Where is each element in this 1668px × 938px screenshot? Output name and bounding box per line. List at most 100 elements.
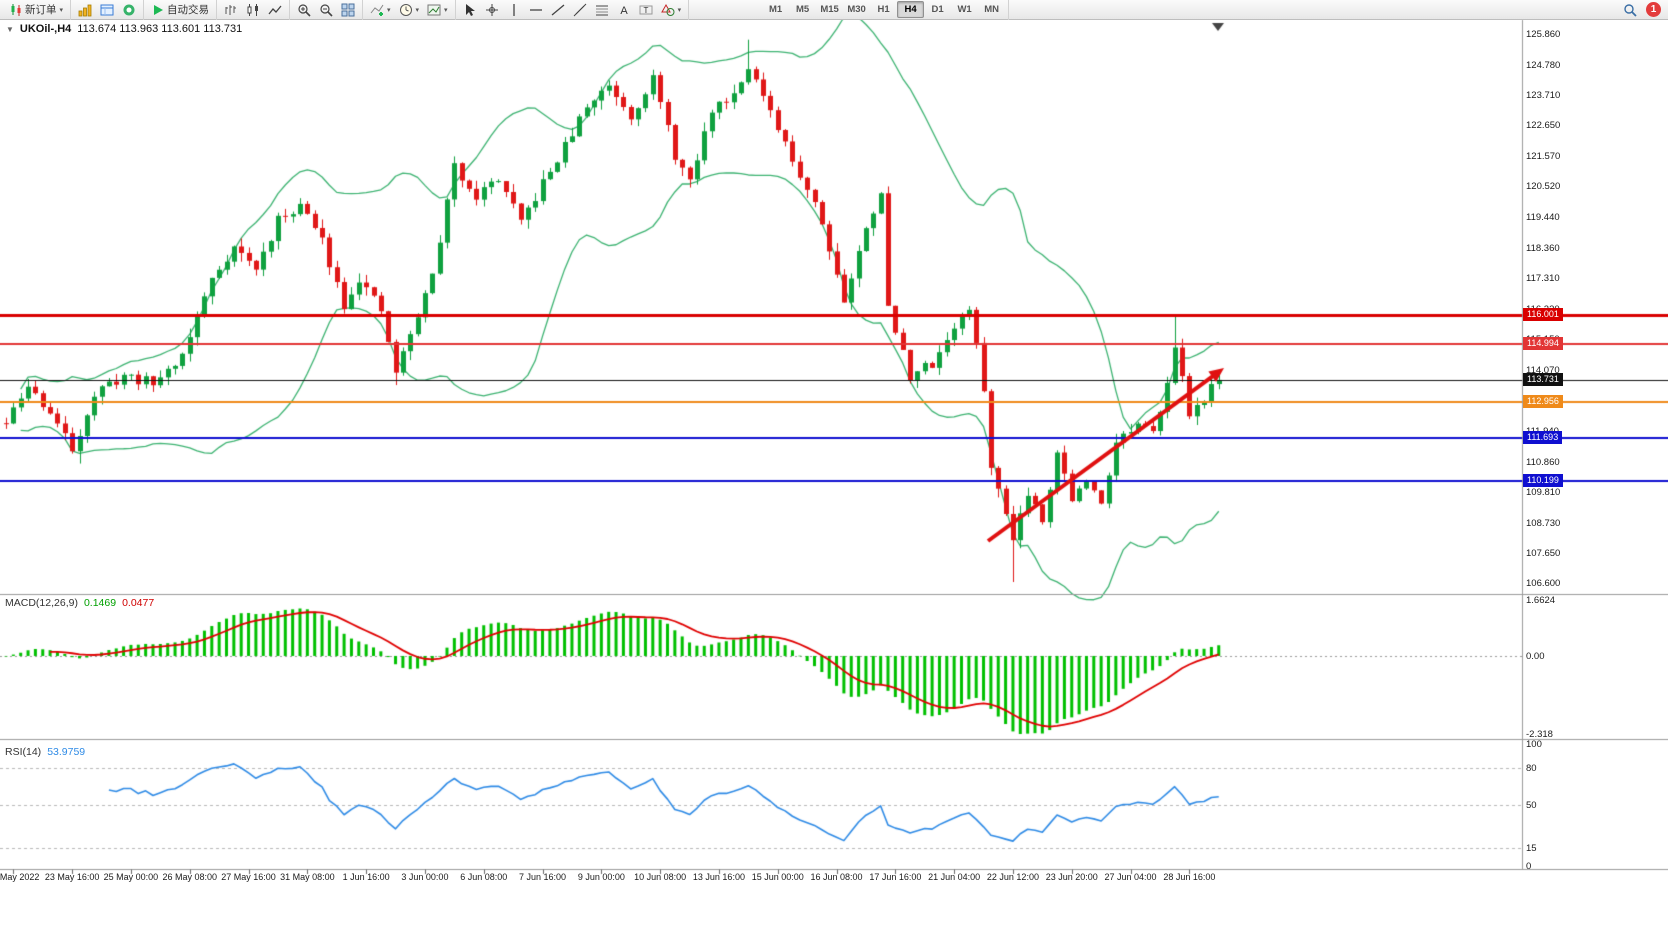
timeframe-m1-button[interactable]: M1 (762, 1, 789, 18)
time-axis-label: 23 May 16:00 (44, 872, 100, 882)
time-axis-label: 23 Jun 20:00 (1045, 872, 1098, 882)
timeframe-m15-button[interactable]: M15 (816, 1, 843, 18)
text-label-icon: T (639, 3, 653, 17)
time-axis-label: 22 Jun 12:00 (986, 872, 1039, 882)
rsi-axis-label: 0 (1526, 861, 1532, 872)
crosshair-button[interactable] (481, 1, 503, 19)
new-order-button[interactable]: 新订单 ▾ (5, 1, 67, 19)
price-axis-label: 125.860 (1526, 28, 1561, 40)
notification-badge[interactable]: 1 (1646, 2, 1661, 17)
line-chart-icon (268, 3, 282, 17)
collapse-arrow-icon[interactable]: ▼ (6, 24, 14, 34)
timeframe-w1-button[interactable]: W1 (951, 1, 978, 18)
toolbar-group-trading: 自动交易 (144, 0, 218, 20)
templates-icon (427, 3, 441, 17)
fibonacci-button[interactable] (591, 1, 613, 19)
horizontal-line-button[interactable] (525, 1, 547, 19)
toolbar-group-order: 新订单 ▾ (2, 0, 72, 20)
rsi-axis-label: 80 (1526, 763, 1537, 775)
zoom-in-button[interactable] (293, 1, 315, 19)
auto-trading-icon (151, 3, 165, 17)
arrows-button[interactable]: ▾ (657, 1, 686, 19)
chart-profile-icon (78, 3, 92, 17)
symbol-title: UKOil-,H4 (19, 23, 72, 35)
price-line-badge: 112.956 (1523, 395, 1563, 409)
time-axis-label: 16 Jun 08:00 (810, 872, 863, 882)
bar-chart-icon (224, 3, 238, 17)
price-line-badge: 111.693 (1523, 431, 1563, 445)
cursor-button[interactable] (459, 1, 481, 19)
timeframe-mn-button[interactable]: MN (978, 1, 1005, 18)
templates-button[interactable]: ▾ (423, 1, 452, 19)
rsi-value: 53.9759 (47, 746, 86, 758)
tile-windows-button[interactable] (337, 1, 359, 19)
vertical-line-button[interactable] (503, 1, 525, 19)
time-axis-label: 6 Jun 08:00 (460, 872, 508, 882)
rsi-header: RSI(14) 53.9759 (5, 746, 85, 758)
toolbar-group-chart-type (217, 0, 291, 20)
bar-chart-button[interactable] (220, 1, 242, 19)
svg-text:T: T (643, 6, 648, 15)
equidistant-channel-button[interactable] (569, 1, 591, 19)
svg-text:A: A (620, 5, 628, 17)
line-chart-button[interactable] (264, 1, 286, 19)
price-line-badge: 116.001 (1523, 308, 1563, 322)
price-axis-label: 121.570 (1526, 151, 1561, 163)
periods-button[interactable]: ▾ (395, 1, 424, 19)
macd-axis-label: -2.318 (1526, 729, 1553, 740)
price-axis-label: 114.070 (1526, 365, 1560, 377)
price-axis-label: 117.310 (1526, 272, 1560, 284)
search-button[interactable] (1619, 1, 1641, 19)
time-axis-label: 13 Jun 16:00 (692, 872, 745, 882)
time-axis-label: 21 Jun 04:00 (928, 872, 981, 882)
time-axis-label: 3 Jun 00:00 (401, 872, 449, 882)
trendline-icon (551, 3, 565, 17)
time-axis-label: 10 Jun 08:00 (634, 872, 687, 882)
zoom-out-button[interactable] (315, 1, 337, 19)
periods-icon (399, 3, 413, 17)
time-axis-label: 27 May 16:00 (221, 872, 276, 882)
caret-down-icon: ▾ (387, 6, 391, 14)
caret-down-icon: ▾ (415, 6, 420, 14)
timeframe-d1-button[interactable]: D1 (924, 1, 951, 18)
price-line-badge: 114.994 (1523, 336, 1563, 350)
text-label-button[interactable]: T (635, 1, 657, 19)
auto-trading-label: 自动交易 (167, 4, 210, 16)
caret-down-icon: ▾ (677, 6, 682, 14)
chart-profile-button[interactable] (74, 1, 96, 19)
candle-chart-button[interactable] (242, 1, 264, 19)
time-axis-label: 9 Jun 00:00 (577, 872, 625, 882)
time-axis-label: 7 Jun 16:00 (519, 872, 567, 882)
toolbar-group-panels (71, 0, 145, 20)
time-axis-label: 1 Jun 16:00 (342, 872, 390, 882)
toolbar-button-groups: 新订单 ▾ 自动交易 ▾ ▾ ▾ A T ▾ (2, 0, 690, 20)
text-button[interactable]: A (613, 1, 635, 19)
macd-axis-label: 0.00 (1526, 650, 1545, 662)
time-axis-label: 31 May 08:00 (280, 872, 335, 882)
time-axis-label: 28 Jun 16:00 (1163, 872, 1216, 882)
price-axis-label: 124.780 (1526, 59, 1561, 71)
price-axis-label: 108.730 (1526, 517, 1561, 529)
ohlc-values: 113.674 113.963 113.601 113.731 (77, 23, 243, 35)
market-watch-button[interactable] (96, 1, 118, 19)
timeframe-h4-button[interactable]: H4 (897, 1, 925, 18)
arrows-icon (660, 3, 675, 17)
timeframe-m30-button[interactable]: M30 (843, 1, 870, 18)
auto-trading-button[interactable]: 自动交易 (147, 1, 213, 19)
main-toolbar: 新订单 ▾ 自动交易 ▾ ▾ ▾ A T ▾ M1 M5 M15 M30 H1 H4 D1 W1 MN 1 (0, 0, 1668, 20)
price-axis-label: 123.710 (1526, 90, 1561, 102)
market-watch-icon (100, 3, 114, 17)
trendline-button[interactable] (547, 1, 569, 19)
vertical-line-icon (507, 3, 521, 17)
timeframe-m5-button[interactable]: M5 (789, 1, 816, 18)
macd-signal-value: 0.0477 (122, 597, 155, 609)
data-window-button[interactable] (118, 1, 140, 19)
indicators-button[interactable]: ▾ (366, 1, 395, 19)
timeframe-h1-button[interactable]: H1 (870, 1, 897, 18)
price-axis-label: 119.440 (1526, 211, 1560, 223)
cursor-icon (463, 3, 477, 17)
zoom-out-icon (319, 3, 333, 17)
rsi-axis-label: 100 (1526, 739, 1542, 750)
